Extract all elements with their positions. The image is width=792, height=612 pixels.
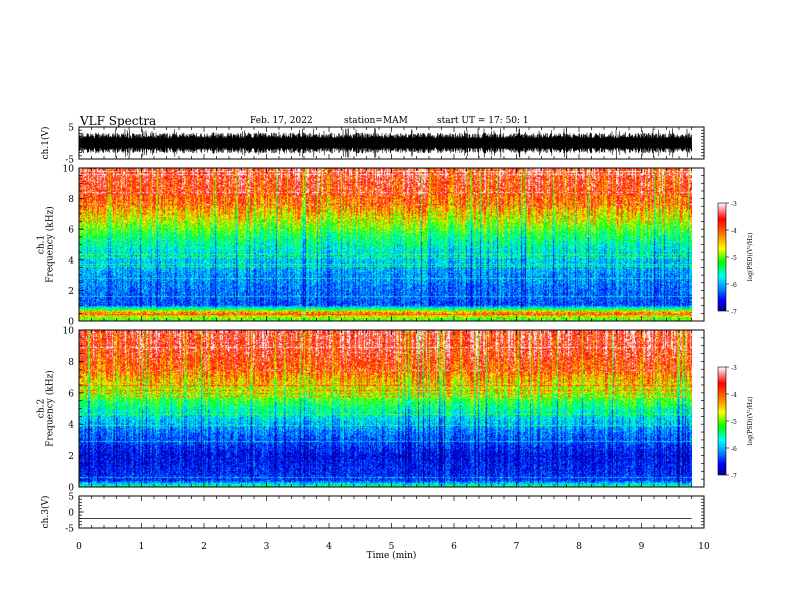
station-label: station=MAM [344,116,408,126]
colorbar-label: log(PSD)(V²/Hz) [747,397,754,446]
y-axis-label: ch.1 [37,235,47,254]
x-tick-label: 3 [264,542,270,552]
colorbar-tick-label: -7 [731,473,737,480]
chart-title: VLF Spectra [80,114,157,128]
colorbar-1 [717,202,727,312]
y-tick-label: 5 [68,493,74,503]
y-tick-label: 2 [68,452,74,462]
y-axis-label: Frequency (kHz) [45,206,56,283]
x-tick-label: 9 [639,542,645,552]
colorbar-tick-label: -6 [731,282,737,289]
y-tick-label: 10 [63,165,75,175]
colorbar-tick-label: -3 [731,201,737,208]
y-axis-label: ch.3(V) [40,496,51,529]
y-tick-label: -5 [65,156,74,166]
ch1-spectrogram-image [79,168,692,321]
x-tick-label: 1 [139,542,145,552]
y-tick-label: 6 [68,226,74,236]
y-axis-label: Frequency (kHz) [45,370,56,447]
date-label: Feb. 17, 2022 [250,116,313,126]
colorbar-tick-label: -4 [731,228,737,235]
y-tick-label: 6 [68,389,74,399]
x-tick-label: 4 [326,542,332,552]
colorbar-tick-label: -3 [731,365,737,372]
x-tick-label: 7 [514,542,520,552]
ch1-waveform-line [78,128,693,158]
y-tick-label: 4 [68,421,74,431]
y-axis-label: ch.1(V) [40,127,51,160]
x-tick-label: 10 [698,542,710,552]
y-tick-label: 10 [63,327,75,337]
x-axis-label: Time (min) [367,550,417,561]
y-tick-label: 5 [68,124,74,134]
y-tick-label: 8 [68,358,74,368]
y-tick-label: 4 [68,256,74,266]
y-tick-label: 0 [68,509,74,519]
y-axis-label: ch.2 [37,399,47,418]
colorbar-label: log(PSD)(V²/Hz) [747,233,754,282]
x-tick-label: 0 [76,542,82,552]
y-tick-label: -5 [65,525,74,535]
colorbar-tick-label: -4 [731,392,737,399]
colorbar-tick-label: -7 [731,309,737,316]
x-tick-label: 5 [389,542,395,552]
x-tick-label: 2 [201,542,207,552]
x-tick-label: 6 [451,542,457,552]
colorbar-tick-label: -6 [731,446,737,453]
y-tick-label: 0 [68,318,74,328]
x-tick-label: 8 [576,542,582,552]
colorbar-tick-label: -5 [731,419,737,426]
y-tick-label: 8 [68,195,74,205]
y-tick-label: 2 [68,287,74,297]
y-tick-label: 0 [68,484,74,494]
colorbar-tick-label: -5 [731,255,737,262]
start-time-label: start UT = 17: 50: 1 [437,116,529,126]
ch2-spectrogram-image [79,330,692,487]
colorbar-2 [717,366,727,476]
